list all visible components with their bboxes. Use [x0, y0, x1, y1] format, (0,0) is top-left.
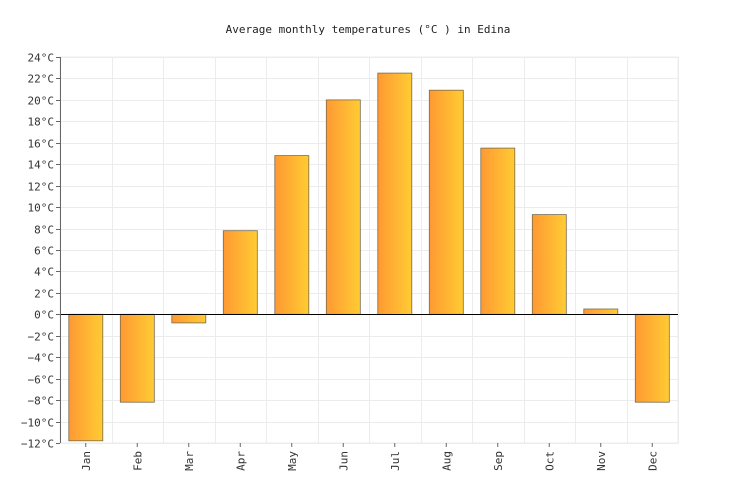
bar-layer [68, 72, 670, 442]
y-tick-label: 20°C [28, 95, 55, 108]
y-tick-label: 12°C [28, 181, 55, 194]
x-tick-label: Mar [183, 451, 196, 471]
bar-apr [222, 230, 258, 315]
bar-may [274, 155, 310, 315]
y-tick-label: 8°C [34, 224, 54, 237]
y-tick-label: 14°C [28, 159, 55, 172]
y-tick-label: −10°C [21, 417, 54, 430]
bar-dec [634, 313, 670, 403]
y-tick-label: 18°C [28, 116, 55, 129]
bar-jan [68, 313, 104, 442]
y-tick-label: −6°C [28, 374, 55, 387]
chart-title: Average monthly temperatures (°C ) in Ed… [226, 23, 511, 36]
y-tick-label: 16°C [28, 138, 55, 151]
y-tick-label: 2°C [34, 288, 54, 301]
bar-mar [171, 313, 207, 324]
x-tick-label: Jan [80, 451, 93, 471]
x-tick-label: Oct [543, 451, 556, 471]
y-tick-label: −8°C [28, 395, 55, 408]
bar-nov [583, 308, 619, 315]
x-tick-label: May [286, 451, 299, 471]
x-tick-label: Jul [389, 451, 402, 471]
axis-layer: −12°C −10°C −8°C −6°C −4°C −2°C 0°C 2°C 4°C 6°C 8°… [21, 52, 678, 471]
x-tick-label: Nov [595, 451, 608, 471]
y-tick-label: 6°C [34, 245, 54, 258]
x-tick-label: Apr [234, 451, 247, 471]
x-tick-label: Sep [492, 451, 505, 471]
bar-feb [119, 313, 155, 403]
y-tick-label: −4°C [28, 352, 55, 365]
y-tick-label: −2°C [28, 331, 55, 344]
y-tick-label: 24°C [28, 52, 55, 65]
y-tick-label: 0°C [34, 309, 54, 322]
y-tick-label: 10°C [28, 202, 55, 215]
y-tick-label: 4°C [34, 266, 54, 279]
y-tick-label: 22°C [28, 73, 55, 86]
x-tick-label: Aug [440, 451, 453, 471]
y-tick-label: −12°C [21, 438, 54, 451]
bar-aug [428, 89, 464, 315]
bar-jun [325, 99, 361, 315]
x-tick-label: Jun [337, 451, 350, 471]
bar-jul [377, 72, 413, 315]
grid-layer [59, 56, 679, 444]
x-tick-label: Dec [646, 451, 659, 471]
bar-sep [480, 147, 516, 315]
x-tick-label: Feb [131, 451, 144, 471]
bar-oct [531, 214, 567, 315]
